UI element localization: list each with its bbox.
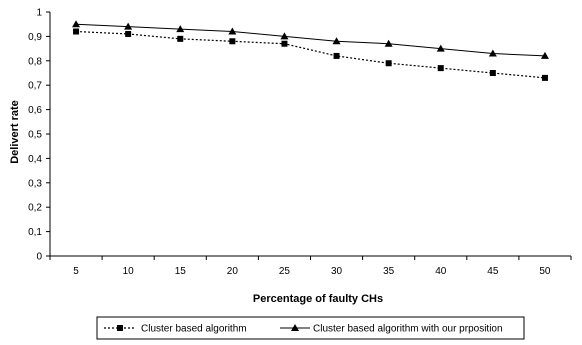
data-point <box>281 40 288 47</box>
data-point <box>72 20 81 28</box>
data-point <box>385 60 392 67</box>
data-point <box>228 27 237 35</box>
x-tick-label: 30 <box>331 266 343 277</box>
data-point <box>73 28 80 35</box>
data-point <box>124 22 133 30</box>
y-tick-label: 0,6 <box>28 105 42 116</box>
x-tick-label: 25 <box>279 266 291 277</box>
data-point <box>177 35 184 42</box>
y-tick-label: 0,3 <box>28 178 42 189</box>
data-point <box>437 65 444 72</box>
series-line <box>76 23 545 57</box>
x-tick-label: 45 <box>487 266 499 277</box>
y-axis-ticks: 0 0,1 0,2 0,3 0,4 0,5 0,6 0,7 0,8 0,9 1 <box>28 8 50 263</box>
y-tick-label: 0,4 <box>28 154 42 165</box>
data-point <box>541 74 548 81</box>
legend-label: Cluster based algorithm <box>141 324 247 335</box>
legend: Cluster based algorithm Cluster based alg… <box>96 316 525 340</box>
y-tick-label: 1 <box>36 8 42 19</box>
series-layer <box>72 20 549 81</box>
y-tick-label: 0,2 <box>28 203 42 214</box>
data-point <box>384 39 393 47</box>
y-tick-label: 0,5 <box>28 130 42 141</box>
x-tick-label: 10 <box>123 266 135 277</box>
legend-marker <box>117 325 123 331</box>
x-tick-label: 5 <box>73 266 79 277</box>
series-cluster-based <box>73 28 548 81</box>
y-tick-label: 0,1 <box>28 227 42 238</box>
data-point <box>125 30 132 37</box>
data-point <box>280 32 289 40</box>
y-tick-label: 0,9 <box>28 32 42 43</box>
x-tick-label: 35 <box>383 266 395 277</box>
series-line <box>76 30 546 79</box>
data-point <box>332 37 341 45</box>
x-axis-ticks: 5 10 15 20 25 30 35 40 45 50 <box>49 256 572 277</box>
data-point <box>540 51 549 59</box>
y-tick-label: 0 <box>36 252 42 263</box>
legend-marker <box>291 324 299 331</box>
data-point <box>436 44 445 52</box>
data-point <box>333 52 340 59</box>
x-tick-label: 50 <box>539 266 551 277</box>
series-with-proposition <box>72 20 549 59</box>
data-point <box>176 25 185 33</box>
x-tick-label: 20 <box>227 266 239 277</box>
legend-item: Cluster based algorithm with our prposit… <box>280 324 503 335</box>
x-tick-label: 15 <box>175 266 187 277</box>
legend-item: Cluster based algorithm <box>104 324 247 335</box>
data-point <box>489 70 496 76</box>
x-tick-label: 40 <box>435 266 447 277</box>
y-axis-title: Delivert rate <box>9 100 21 164</box>
y-tick-label: 0,8 <box>28 56 42 67</box>
x-axis-title: Percentage of faulty CHs <box>253 293 383 305</box>
legend-label: Cluster based algorithm with our prposit… <box>313 324 503 335</box>
data-point <box>488 49 497 57</box>
data-point <box>229 38 236 45</box>
y-tick-label: 0,7 <box>28 81 42 92</box>
legend-frame <box>96 316 525 340</box>
